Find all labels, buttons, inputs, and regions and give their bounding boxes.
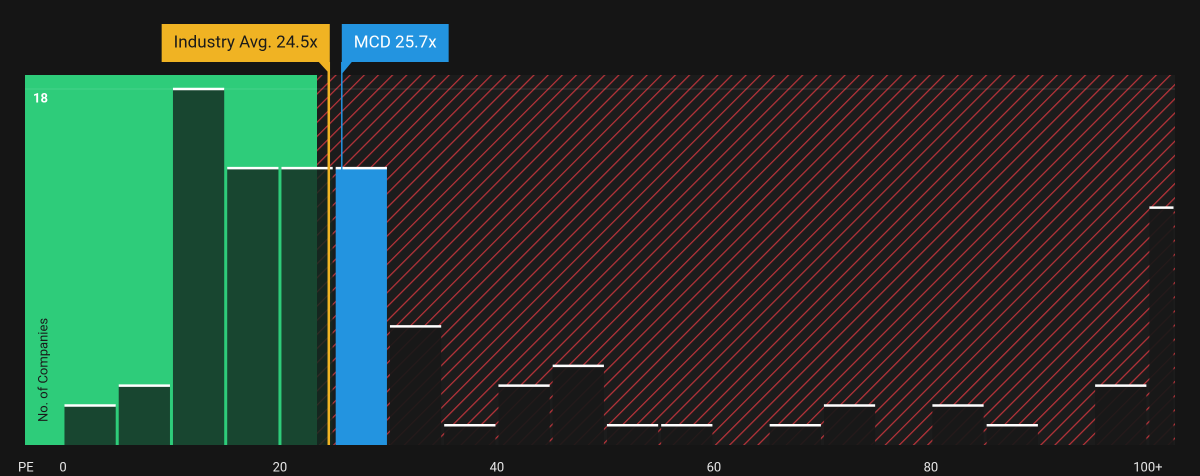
x-tick-label: 0 — [59, 460, 66, 475]
annotation-label: Industry Avg. 24.5x — [174, 32, 319, 52]
bar — [661, 425, 713, 445]
bar — [118, 385, 170, 445]
x-tick-label: 100+ — [1133, 460, 1162, 475]
bar — [932, 405, 984, 445]
bar — [335, 168, 387, 445]
x-tick-label: 60 — [707, 460, 722, 475]
bar — [227, 168, 279, 445]
annotation-box — [161, 24, 330, 62]
annotation-label: MCD 25.7x — [354, 32, 437, 52]
bar — [769, 425, 821, 445]
x-axis-label: PE — [18, 460, 34, 475]
x-tick-label: 40 — [490, 460, 505, 475]
x-tick-label: 80 — [924, 460, 939, 475]
y-axis-label: No. of Companies — [36, 318, 51, 422]
bar — [552, 365, 604, 445]
bar — [444, 425, 496, 445]
bar — [64, 405, 116, 445]
bar — [498, 385, 550, 445]
bar — [823, 405, 876, 445]
y-tick-label: 18 — [33, 91, 48, 106]
bar — [1149, 207, 1174, 445]
bar — [172, 89, 225, 445]
annotation-pointer — [341, 62, 352, 74]
bar — [606, 425, 659, 445]
x-tick-label: 20 — [273, 460, 288, 475]
over-zone — [317, 75, 1175, 445]
bar — [1095, 385, 1147, 445]
bar — [281, 168, 333, 445]
bar — [986, 425, 1038, 445]
bar — [389, 326, 442, 445]
annotation-pointer — [318, 62, 330, 74]
annotation-box — [341, 24, 449, 62]
